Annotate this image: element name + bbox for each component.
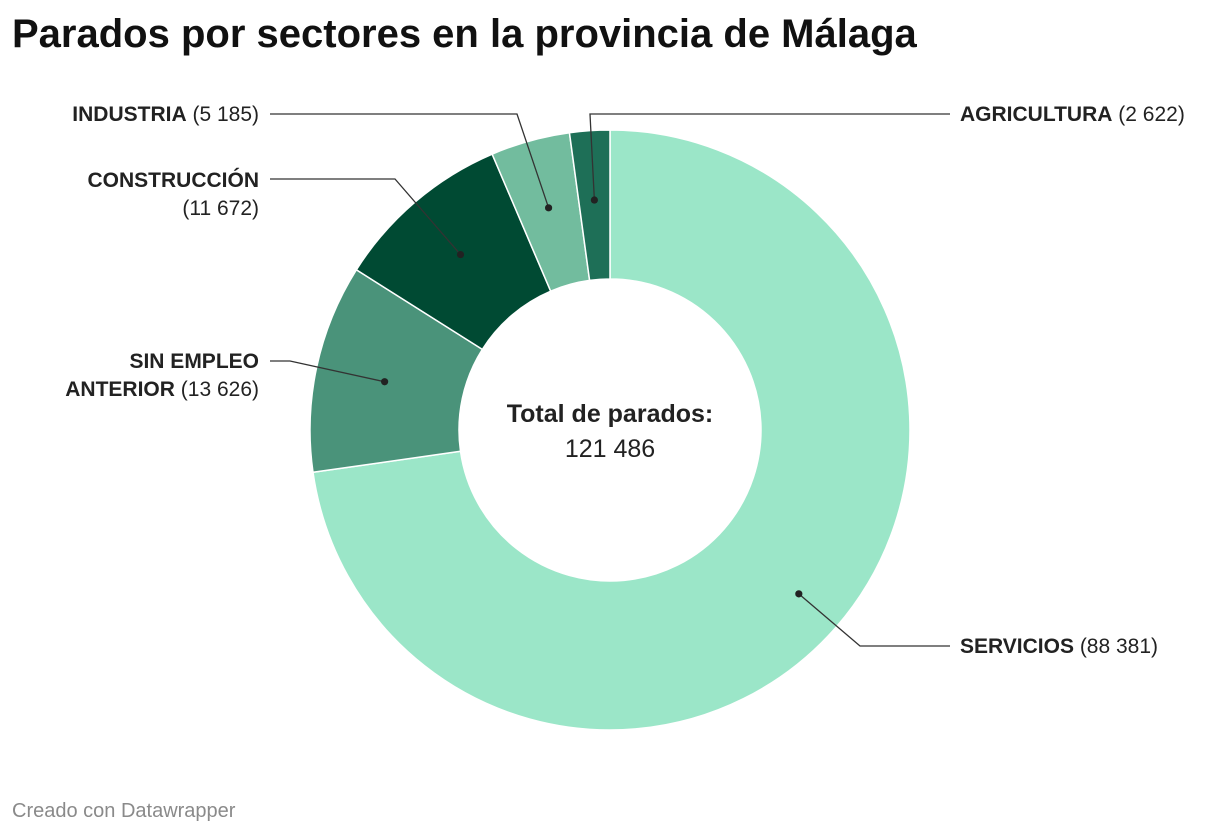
- chart-title: Parados por sectores en la provincia de …: [12, 12, 917, 56]
- leader-line-sin-empleo-anterior: [270, 360, 385, 383]
- leader-dot-servicios: [795, 590, 803, 598]
- leader-line-agricultura: [589, 113, 950, 201]
- leader-dot-sin-empleo-anterior: [381, 378, 389, 386]
- leader-line-servicios: [798, 593, 950, 647]
- leader-dot-industria: [544, 204, 553, 212]
- slice-servicios[interactable]: [312, 129, 911, 731]
- slice-agricultura[interactable]: [568, 129, 611, 282]
- center-total-heading: Total de parados:: [507, 400, 714, 428]
- center-total-value: 121 486: [565, 435, 655, 463]
- leader-dot-agricultura: [590, 196, 598, 204]
- slice-label-agricultura: AGRICULTURA (2 622): [960, 103, 1185, 126]
- leader-dot-construccion: [456, 250, 465, 259]
- label-leader-lines: [270, 113, 950, 647]
- leader-line-industria: [270, 113, 550, 209]
- slice-label-industria: INDUSTRIA (5 185): [72, 103, 259, 126]
- slice-label-servicios: SERVICIOS (88 381): [960, 635, 1158, 658]
- leader-line-construccion: [270, 178, 462, 255]
- donut-slices: [309, 129, 911, 731]
- slice-label-construccion: CONSTRUCCIÓN (11 672): [88, 168, 260, 220]
- slice-labels: SERVICIOS (88 381) SIN EMPLEO ANTERIOR (13…: [65, 103, 1185, 658]
- slice-label-sin-empleo-anterior: SIN EMPLEO ANTERIOR (13 626): [65, 350, 259, 401]
- credit-footer: Creado con Datawrapper: [12, 800, 236, 822]
